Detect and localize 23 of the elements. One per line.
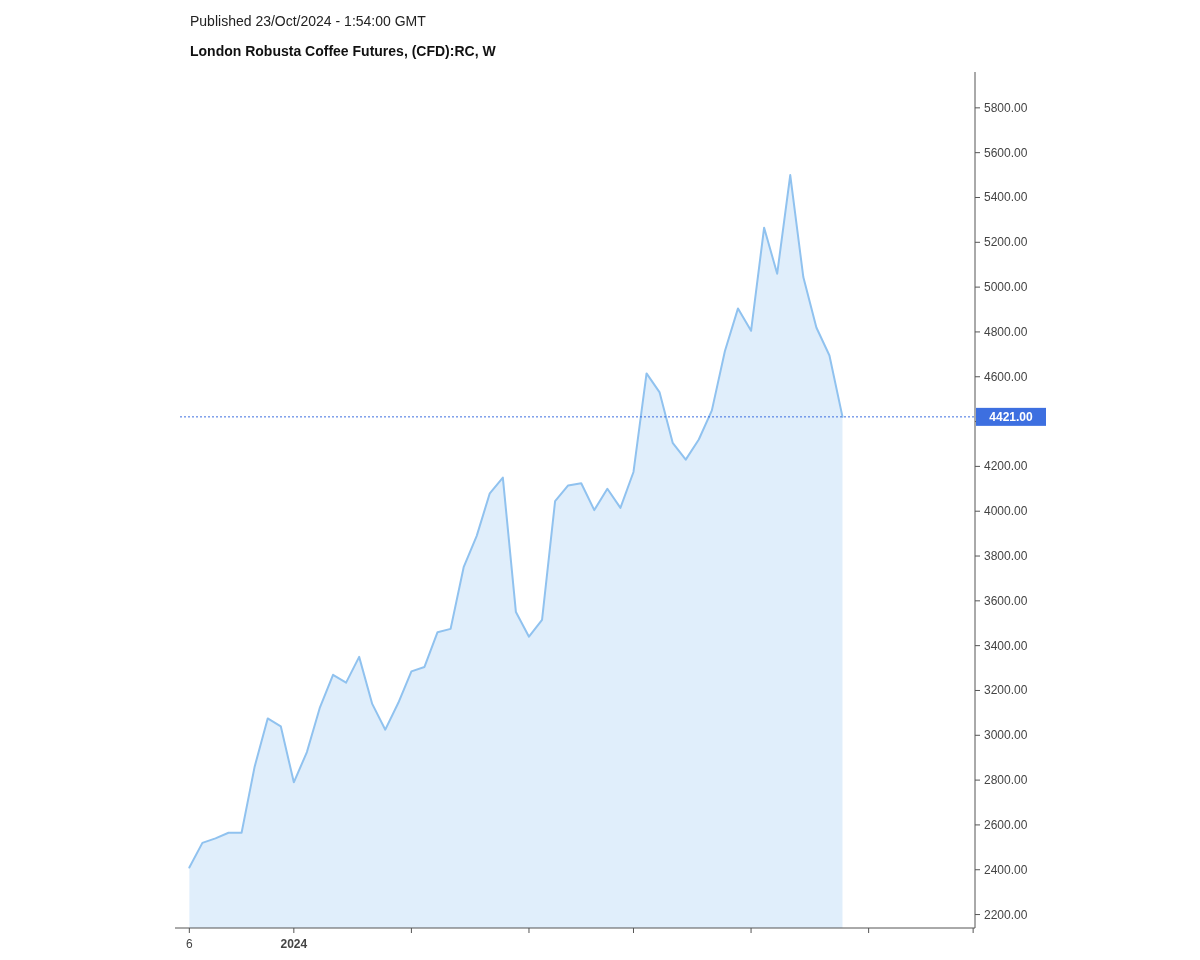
y-tick-label: 5000.00 — [984, 280, 1028, 295]
y-tick-label: 5400.00 — [984, 190, 1028, 205]
y-tick-label: 3000.00 — [984, 728, 1028, 743]
y-tick-label: 5600.00 — [984, 145, 1028, 160]
y-tick-label: 3600.00 — [984, 593, 1028, 608]
y-tick-label: 5800.00 — [984, 100, 1028, 115]
y-tick-label: 4800.00 — [984, 324, 1028, 339]
y-tick-label: 4600.00 — [984, 369, 1028, 384]
chart-title: London Robusta Coffee Futures, (CFD):RC, W — [190, 43, 497, 59]
y-tick-label: 2600.00 — [984, 817, 1028, 832]
ref-line-label: 4421.00 — [989, 409, 1034, 424]
y-tick-label: 3800.00 — [984, 549, 1028, 564]
x-tick-label: 2024 — [280, 937, 308, 951]
y-tick-label: 4200.00 — [984, 459, 1028, 474]
text: Published 23/Oct/2024 - 1:54:00 GMT — [190, 13, 427, 29]
y-tick-label: 2200.00 — [984, 907, 1028, 922]
y-tick-label: 3200.00 — [984, 683, 1028, 698]
y-tick-label: 2800.00 — [984, 773, 1028, 788]
y-tick-label: 3400.00 — [984, 638, 1028, 653]
y-tick-label: 5200.00 — [984, 235, 1028, 250]
y-tick-label: 2400.00 — [984, 862, 1028, 877]
x-tick-label: 6 — [185, 937, 193, 951]
y-tick-label: 4000.00 — [984, 504, 1028, 519]
